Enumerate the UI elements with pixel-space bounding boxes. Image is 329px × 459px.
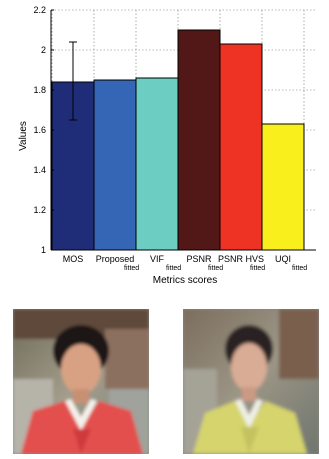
y-tick-labels: 1 1.2 1.4 1.6 1.8 2 2.2 [33,5,46,255]
y-tick-label: 1 [41,245,46,255]
x-tick-sublabel: fitted [124,265,139,272]
y-axis-label: Values [18,121,29,151]
x-tick-label: PSNR [186,254,212,264]
x-tick-labels: MOS ProposedfittedVIFfittedPSNRfittedPSNR… [63,254,308,272]
bar-psnr-hvs [219,43,263,251]
portrait-photo-right [183,309,319,454]
y-tick-label: 1.6 [33,125,46,135]
x-tick-sublabel: fitted [292,265,307,272]
bar-chart: 11.21.41.61.822.2 MOS ProposedfittedVIFfi… [18,5,316,286]
portrait-photo-left [13,309,149,454]
y-tick-label: 1.2 [33,205,46,215]
bar-vif [135,77,179,251]
x-tick-label: Proposed [96,254,135,264]
x-tick-label: PSNR HVS [218,254,264,264]
axes [50,9,316,251]
bars [51,29,305,251]
bar-uqi [261,123,305,251]
x-tick-sublabel: fitted [250,265,265,272]
x-tick-label: VIF [150,254,165,264]
y-tick-label: 2.2 [33,5,46,15]
bar-proposed [93,79,137,251]
error-bar [69,41,77,121]
x-tick-label: UQI [275,254,291,264]
y-tick-label: 1.4 [33,165,46,175]
x-tick-sublabel: fitted [166,265,181,272]
bar-psnr [177,29,221,251]
x-axis-label: Metrics scores [153,275,217,286]
x-tick-label: MOS [63,254,84,264]
y-tick-label: 2 [41,45,46,55]
y-tick-label: 1.8 [33,85,46,95]
x-tick-sublabel: fitted [208,265,223,272]
